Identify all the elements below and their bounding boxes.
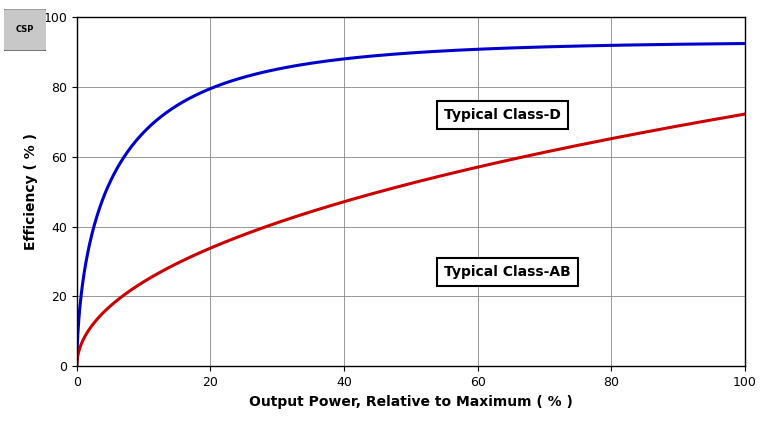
Text: Typical Class-D: Typical Class-D: [444, 108, 561, 122]
Text: CSP: CSP: [16, 25, 34, 35]
FancyBboxPatch shape: [2, 9, 48, 51]
Text: Typical Class-AB: Typical Class-AB: [444, 265, 571, 279]
X-axis label: Output Power, Relative to Maximum ( % ): Output Power, Relative to Maximum ( % ): [249, 394, 573, 409]
Y-axis label: Efficiency ( % ): Efficiency ( % ): [24, 133, 38, 250]
